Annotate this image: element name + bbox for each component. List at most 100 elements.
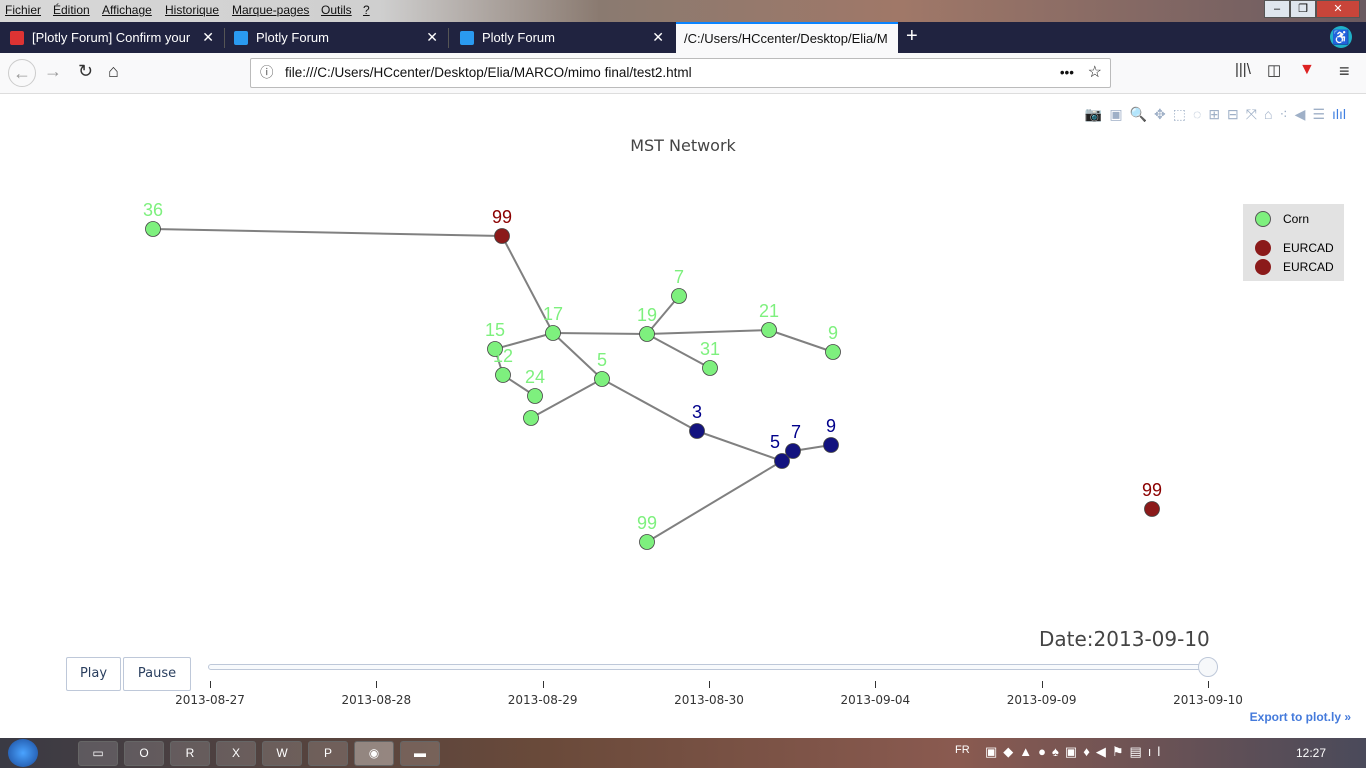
- network-node[interactable]: [527, 388, 543, 404]
- legend-item-eurcad-1[interactable]: EURCAD: [1283, 241, 1334, 255]
- slider-step-label[interactable]: 2013-09-09: [1006, 693, 1077, 707]
- menu-fichier[interactable]: Fichier: [5, 3, 42, 17]
- tray-icons[interactable]: ▣◆▲●♠▣♦◀⚑▤ıl: [985, 744, 1167, 759]
- close-tab-icon[interactable]: ✕: [202, 29, 214, 45]
- menu-edition[interactable]: Édition: [53, 3, 90, 17]
- legend-marker-eurcad[interactable]: [1255, 240, 1271, 256]
- page-actions-icon[interactable]: •••: [1059, 65, 1074, 80]
- menu-historique[interactable]: Historique: [165, 3, 220, 17]
- network-node[interactable]: [639, 534, 655, 550]
- network-node[interactable]: [639, 326, 655, 342]
- network-node[interactable]: [495, 367, 511, 383]
- hamburger-menu-icon[interactable]: ≡: [1339, 61, 1350, 81]
- slider-step-label[interactable]: 2013-09-04: [840, 693, 911, 707]
- slider-handle[interactable]: [1198, 657, 1218, 677]
- hover-closest-icon[interactable]: ◀: [1294, 106, 1306, 122]
- network-node[interactable]: [823, 437, 839, 453]
- legend-marker-eurcad[interactable]: [1255, 259, 1271, 275]
- tab-active[interactable]: /C:/Users/HCcenter/Desktop/Elia/M: [676, 22, 898, 53]
- network-node[interactable]: [487, 341, 503, 357]
- network-node[interactable]: [494, 228, 510, 244]
- taskbar-excel[interactable]: X: [216, 741, 256, 766]
- menu-marque-pages[interactable]: Marque-pages: [232, 3, 310, 17]
- network-node[interactable]: [145, 221, 161, 237]
- taskbar-console[interactable]: ▬: [400, 741, 440, 766]
- new-tab-button[interactable]: +: [906, 25, 918, 47]
- tab-plotly-forum-2[interactable]: Plotly Forum ✕: [450, 22, 672, 53]
- shield-icon[interactable]: ▼: [1299, 61, 1315, 78]
- zoom-icon[interactable]: 🔍: [1129, 106, 1148, 122]
- node-label: 17: [543, 304, 563, 324]
- pan-icon[interactable]: ✥: [1154, 106, 1166, 122]
- accessibility-icon[interactable]: ♿: [1330, 26, 1352, 48]
- forward-button[interactable]: →: [44, 61, 62, 81]
- start-button[interactable]: [8, 739, 38, 767]
- menu-affichage[interactable]: Affichage: [102, 3, 152, 17]
- plotly-logo-icon[interactable]: ılıl: [1332, 106, 1346, 122]
- legend-marker-corn[interactable]: [1255, 211, 1271, 227]
- network-node[interactable]: [774, 453, 790, 469]
- close-tab-icon[interactable]: ✕: [652, 29, 664, 45]
- network-node[interactable]: [1144, 501, 1160, 517]
- network-node[interactable]: [761, 322, 777, 338]
- menu-help[interactable]: ?: [363, 3, 370, 17]
- spike-lines-icon[interactable]: ⁖: [1279, 106, 1288, 122]
- bookmark-star-icon[interactable]: ☆: [1087, 64, 1102, 81]
- taskbar-r[interactable]: R: [170, 741, 210, 766]
- slider-step-label[interactable]: 2013-08-29: [507, 693, 578, 707]
- legend-item-eurcad-2[interactable]: EURCAD: [1283, 260, 1334, 274]
- maximize-button[interactable]: ❐: [1290, 0, 1316, 18]
- close-tab-icon[interactable]: ✕: [426, 29, 438, 45]
- network-node[interactable]: [594, 371, 610, 387]
- autoscale-icon[interactable]: ⤧: [1245, 106, 1257, 122]
- camera-icon[interactable]: 📷: [1084, 106, 1103, 122]
- clock[interactable]: 12:27: [1295, 746, 1326, 760]
- legend-item-corn[interactable]: Corn: [1283, 212, 1310, 226]
- slider-step-label[interactable]: 2013-09-10: [1173, 693, 1243, 707]
- taskbar-powerpoint[interactable]: P: [308, 741, 348, 766]
- network-node[interactable]: [702, 360, 718, 376]
- library-icon[interactable]: |||\: [1235, 61, 1251, 78]
- node-label: 5: [597, 350, 607, 370]
- save-icon[interactable]: ▣: [1109, 106, 1123, 122]
- lasso-icon[interactable]: ◌: [1192, 106, 1202, 122]
- minimize-button[interactable]: –: [1264, 0, 1290, 18]
- taskbar-firefox[interactable]: ◉: [354, 741, 394, 766]
- network-node[interactable]: [523, 410, 539, 426]
- taskbar-outlook[interactable]: O: [124, 741, 164, 766]
- back-button[interactable]: ←: [8, 59, 36, 87]
- taskbar-explorer[interactable]: ▭: [78, 741, 118, 766]
- play-button[interactable]: Play: [66, 657, 121, 691]
- hover-compare-icon[interactable]: ☰: [1312, 106, 1325, 122]
- network-node[interactable]: [545, 325, 561, 341]
- box-select-icon[interactable]: ⬚: [1172, 106, 1186, 122]
- network-node[interactable]: [785, 443, 801, 459]
- language-indicator[interactable]: FR: [955, 744, 970, 756]
- zoom-in-icon[interactable]: ⊞: [1208, 106, 1221, 122]
- slider-step-label[interactable]: 2013-08-27: [175, 693, 245, 707]
- slider-rail[interactable]: [208, 664, 1218, 670]
- export-link[interactable]: Export to plot.ly »: [1249, 710, 1351, 724]
- plotly-modebar: 📷 ▣ 🔍 ✥ ⬚ ◌ ⊞ ⊟ ⤧ ⌂ ⁖ ◀ ☰ ılıl: [1085, 106, 1346, 123]
- reload-button[interactable]: ↻: [78, 61, 94, 81]
- sidebar-icon[interactable]: ◫: [1267, 62, 1282, 79]
- network-node[interactable]: [825, 344, 841, 360]
- taskbar-word[interactable]: W: [262, 741, 302, 766]
- node-label: 36: [143, 200, 163, 220]
- slider-tick: [542, 681, 544, 688]
- zoom-out-icon[interactable]: ⊟: [1227, 106, 1239, 122]
- gmail-icon: [10, 31, 24, 45]
- pause-button[interactable]: Pause: [123, 657, 191, 691]
- close-window-button[interactable]: ✕: [1316, 0, 1360, 18]
- address-bar[interactable]: ⓘ file:///C:/Users/HCcenter/Desktop/Elia…: [250, 58, 1111, 88]
- tab-gmail[interactable]: [Plotly Forum] Confirm your ne ✕: [0, 22, 222, 53]
- slider-step-label[interactable]: 2013-08-28: [341, 693, 412, 707]
- network-node[interactable]: [671, 288, 687, 304]
- tab-plotly-forum-1[interactable]: Plotly Forum ✕: [224, 22, 446, 53]
- slider-step-label[interactable]: 2013-08-30: [674, 693, 744, 707]
- network-node[interactable]: [689, 423, 705, 439]
- home-axes-icon[interactable]: ⌂: [1263, 106, 1273, 122]
- menu-outils[interactable]: Outils: [321, 3, 352, 17]
- home-button[interactable]: ⌂: [108, 61, 119, 81]
